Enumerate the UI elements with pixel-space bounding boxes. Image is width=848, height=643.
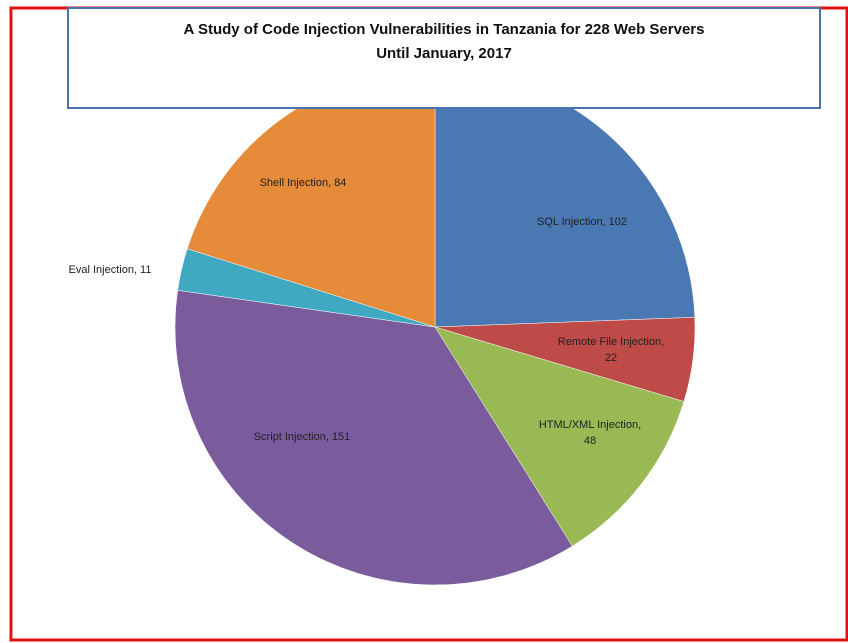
data-label: Shell Injection, 84 xyxy=(260,177,347,189)
data-label: SQL Injection, 102 xyxy=(537,216,627,228)
data-label: Script Injection, 151 xyxy=(254,431,351,443)
pie-slice xyxy=(174,290,573,586)
chart-title: A Study of Code Injection Vulnerabilitie… xyxy=(184,21,705,62)
data-labels: SQL Injection, 102 Remote File Injection,… xyxy=(69,177,665,447)
title-box xyxy=(67,7,821,109)
data-label: Eval Injection, 11 xyxy=(69,264,152,276)
data-label: HTML/XML Injection, 48 xyxy=(539,419,641,447)
pie xyxy=(174,68,696,586)
data-label: Remote File Injection, 22 xyxy=(558,336,664,364)
pie-slice xyxy=(434,326,685,547)
